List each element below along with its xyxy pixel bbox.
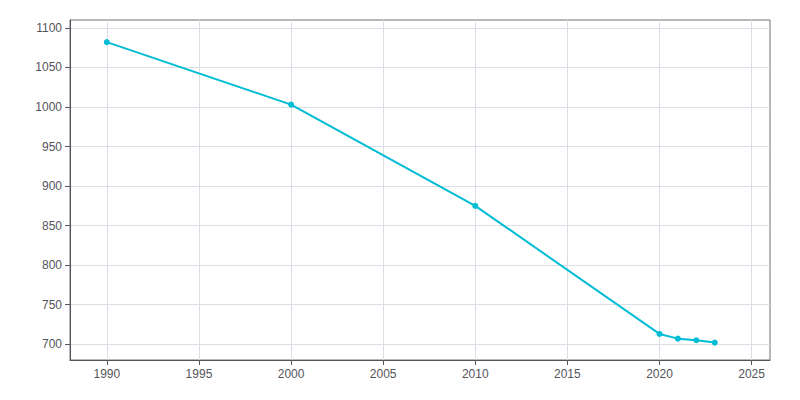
svg-text:2010: 2010	[462, 367, 489, 381]
svg-text:2025: 2025	[738, 367, 765, 381]
svg-text:750: 750	[42, 298, 62, 312]
svg-text:2020: 2020	[646, 367, 673, 381]
svg-text:1990: 1990	[93, 367, 120, 381]
svg-text:2000: 2000	[278, 367, 305, 381]
svg-text:2015: 2015	[554, 367, 581, 381]
svg-text:2005: 2005	[370, 367, 397, 381]
svg-text:800: 800	[42, 258, 62, 272]
svg-text:700: 700	[42, 337, 62, 351]
svg-text:1100: 1100	[36, 21, 62, 35]
svg-text:950: 950	[42, 140, 62, 154]
svg-text:1995: 1995	[186, 367, 213, 381]
svg-text:900: 900	[42, 179, 62, 193]
svg-text:1050: 1050	[35, 60, 62, 74]
svg-text:850: 850	[42, 219, 62, 233]
svg-text:1000: 1000	[35, 100, 62, 114]
